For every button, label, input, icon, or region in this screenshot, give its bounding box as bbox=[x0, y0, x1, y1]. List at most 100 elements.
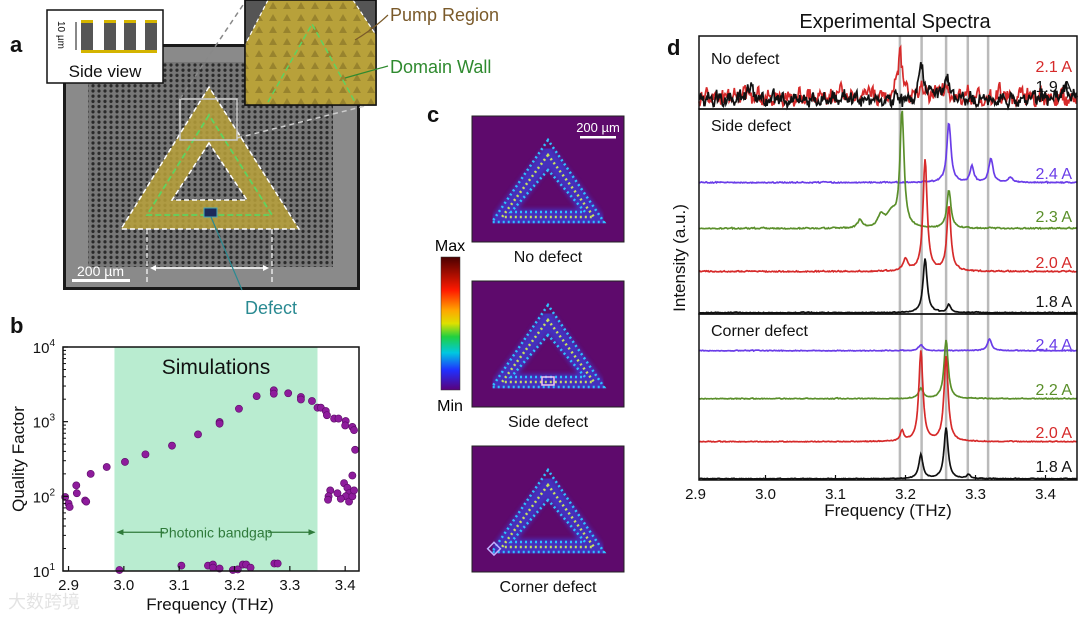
data-point bbox=[323, 411, 331, 420]
data-point bbox=[273, 559, 282, 568]
data-point bbox=[341, 421, 350, 430]
data-point bbox=[324, 495, 332, 504]
defect-marker bbox=[203, 207, 218, 218]
panel-a: a 200 µm bbox=[10, 0, 499, 318]
spectrum-line bbox=[699, 350, 1078, 443]
x-tick-label: 3.1 bbox=[169, 577, 190, 594]
spectrum-line bbox=[698, 122, 1078, 185]
defect-label: Defect bbox=[245, 298, 297, 318]
subpanel-frame bbox=[698, 313, 1078, 481]
x-tick-label: 3.0 bbox=[113, 577, 134, 594]
x-tick-label: 3.2 bbox=[895, 486, 916, 503]
bandgap-label: Photonic bandgap bbox=[160, 524, 273, 540]
panel-d-label: d bbox=[667, 35, 680, 60]
map-scale-bar bbox=[580, 136, 616, 139]
zoom-inset bbox=[244, 0, 377, 106]
panel-c: c 200 µm No defect Side defect Corner defec… bbox=[427, 102, 625, 596]
series-label: 1.8 A bbox=[1036, 459, 1073, 476]
plot-frame bbox=[62, 346, 360, 572]
pump-region-label: Pump Region bbox=[390, 5, 499, 25]
field-dots bbox=[489, 467, 607, 554]
side-view-inset: 10 µm Side view bbox=[46, 9, 164, 84]
x-tick-label: 3.1 bbox=[825, 486, 846, 503]
x-axis-label: Frequency (THz) bbox=[146, 595, 274, 614]
field-glow bbox=[486, 471, 610, 555]
scale-bar-label: 200 µm bbox=[77, 263, 124, 279]
subpanel-title: Side defect bbox=[711, 118, 792, 135]
y-tick-label: 101 bbox=[33, 562, 56, 581]
field-glow bbox=[486, 141, 610, 225]
colorbar-min-label: Min bbox=[437, 398, 463, 415]
field-dots bbox=[489, 137, 607, 224]
spectrum-line bbox=[698, 337, 1078, 353]
data-point bbox=[141, 450, 150, 459]
spectrum-line bbox=[698, 427, 1078, 481]
panel-a-label: a bbox=[10, 32, 23, 57]
colorbar-max-label: Max bbox=[435, 238, 465, 255]
x-tick-label: 2.9 bbox=[58, 577, 79, 594]
map-scale-label: 200 µm bbox=[576, 120, 620, 135]
map-caption: Corner defect bbox=[500, 579, 597, 596]
y-tick-label: 102 bbox=[33, 487, 56, 506]
scale-bar bbox=[72, 279, 130, 282]
spectrum-line bbox=[698, 62, 1078, 111]
chart-title: Experimental Spectra bbox=[799, 11, 991, 33]
label-bg bbox=[163, 523, 268, 542]
data-point bbox=[348, 471, 357, 480]
data-point bbox=[350, 486, 358, 495]
pump-outline bbox=[119, 85, 301, 230]
field-glow bbox=[486, 306, 610, 390]
data-point bbox=[82, 497, 91, 506]
spectrum-line bbox=[698, 159, 1077, 274]
data-point bbox=[209, 563, 217, 572]
map-caption: Side defect bbox=[508, 414, 589, 431]
domain-wall-label: Domain Wall bbox=[390, 57, 491, 77]
data-point bbox=[65, 503, 74, 511]
panel-c-label: c bbox=[427, 102, 439, 127]
data-point bbox=[72, 489, 81, 498]
series-label: 2.2 A bbox=[1036, 382, 1073, 399]
panel-b-label: b bbox=[10, 313, 23, 338]
subpanel-title: No defect bbox=[711, 51, 780, 68]
data-point bbox=[72, 481, 81, 490]
data-point bbox=[215, 419, 224, 428]
series-label: 2.4 A bbox=[1036, 337, 1073, 354]
zoom-box bbox=[179, 98, 238, 141]
x-tick-label: 3.3 bbox=[965, 486, 986, 503]
x-tick-label: 3.0 bbox=[755, 486, 776, 503]
corner-defect-marker bbox=[486, 541, 502, 557]
quality-factor-chart: Simulations Photonic bandgap 2.9 3.0 3.1 3.2 3… bbox=[9, 338, 360, 614]
series-label: 2.0 A bbox=[1036, 425, 1073, 442]
colorbar bbox=[440, 256, 461, 391]
series-label: 1.9 A bbox=[1036, 79, 1073, 96]
data-point bbox=[168, 441, 176, 450]
series-label: 2.0 A bbox=[1036, 255, 1073, 272]
data-point bbox=[121, 458, 129, 466]
data-point bbox=[269, 389, 278, 398]
spectrum-line bbox=[698, 339, 1078, 400]
x-tick-label: 3.2 bbox=[224, 577, 245, 594]
field-map: 200 µm bbox=[471, 115, 625, 243]
x-tick-label: 3.4 bbox=[1035, 486, 1056, 503]
data-point bbox=[334, 414, 343, 423]
spectrum-line bbox=[698, 258, 1078, 314]
data-point bbox=[351, 445, 360, 454]
spectrum-line bbox=[698, 110, 1078, 231]
data-point bbox=[235, 404, 243, 413]
series-label: 2.4 A bbox=[1036, 166, 1073, 183]
data-point bbox=[284, 389, 293, 398]
x-tick-label: 3.3 bbox=[279, 577, 300, 594]
y-axis-label: Intensity (a.u.) bbox=[670, 204, 689, 312]
subpanel-title: Corner defect bbox=[711, 323, 808, 340]
data-point bbox=[102, 463, 111, 471]
field-map bbox=[471, 445, 625, 573]
panel-b: b Simulations Photonic bandgap 2.9 3.0 3.1 3.… bbox=[8, 313, 360, 614]
side-defect-marker bbox=[541, 376, 555, 386]
data-point bbox=[333, 489, 342, 498]
y-tick-label: 104 bbox=[33, 338, 56, 357]
field-map bbox=[471, 280, 625, 408]
side-view-label: Side view bbox=[69, 62, 142, 81]
height-scale-label: 10 µm bbox=[55, 21, 66, 49]
series-label: 2.3 A bbox=[1036, 209, 1073, 226]
